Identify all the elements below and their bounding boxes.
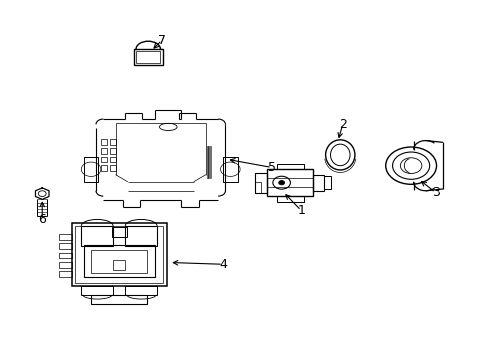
Bar bbox=[223, 157, 238, 182]
Bar bbox=[125, 226, 157, 246]
Bar bbox=[59, 262, 72, 267]
Bar bbox=[277, 196, 304, 202]
Bar bbox=[255, 173, 267, 193]
Bar bbox=[101, 148, 107, 154]
Bar bbox=[110, 157, 116, 162]
Bar bbox=[81, 226, 113, 246]
Bar bbox=[59, 271, 72, 277]
Bar bbox=[112, 227, 126, 237]
Text: 2: 2 bbox=[339, 118, 346, 131]
Bar bbox=[314, 175, 324, 191]
Bar bbox=[208, 146, 209, 178]
Text: 4: 4 bbox=[219, 258, 227, 271]
Bar bbox=[91, 295, 147, 304]
Text: 5: 5 bbox=[268, 161, 276, 174]
Bar bbox=[113, 260, 125, 270]
Bar bbox=[59, 243, 72, 249]
Bar bbox=[101, 165, 107, 171]
Bar bbox=[134, 49, 163, 65]
Bar bbox=[84, 157, 98, 182]
Text: 3: 3 bbox=[432, 186, 440, 199]
Bar bbox=[110, 165, 116, 171]
Bar bbox=[72, 223, 167, 286]
Bar bbox=[84, 244, 155, 277]
Bar bbox=[125, 286, 157, 295]
Bar bbox=[81, 286, 113, 295]
Bar bbox=[59, 234, 72, 239]
Bar bbox=[110, 148, 116, 154]
Bar bbox=[136, 51, 160, 63]
Text: 7: 7 bbox=[158, 33, 166, 47]
Text: 1: 1 bbox=[297, 204, 305, 217]
Bar bbox=[59, 253, 72, 258]
Bar bbox=[267, 169, 314, 196]
Bar bbox=[210, 146, 211, 178]
Bar bbox=[207, 146, 208, 178]
Circle shape bbox=[279, 180, 285, 185]
Bar bbox=[75, 226, 163, 283]
Text: 6: 6 bbox=[38, 213, 46, 226]
Bar bbox=[255, 182, 261, 193]
Bar bbox=[91, 250, 147, 273]
Bar bbox=[277, 164, 304, 169]
Bar bbox=[101, 139, 107, 145]
Bar bbox=[101, 157, 107, 162]
Bar bbox=[324, 176, 331, 189]
Bar bbox=[110, 139, 116, 145]
